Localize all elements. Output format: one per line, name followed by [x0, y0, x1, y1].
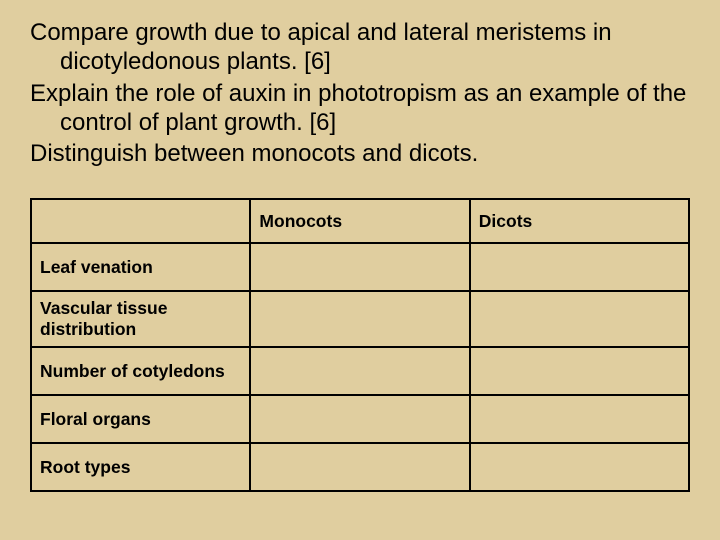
row-dicots	[470, 395, 689, 443]
table-row: Vascular tissue distribution	[31, 291, 689, 347]
header-feature	[31, 199, 250, 243]
comparison-table: Monocots Dicots Leaf venation Vascular t…	[30, 198, 690, 492]
header-monocots: Monocots	[250, 199, 469, 243]
row-feature: Number of cotyledons	[31, 347, 250, 395]
row-monocots	[250, 395, 469, 443]
table-row: Root types	[31, 443, 689, 491]
row-feature: Vascular tissue distribution	[31, 291, 250, 347]
table-row: Leaf venation	[31, 243, 689, 291]
row-dicots	[470, 291, 689, 347]
row-dicots	[470, 243, 689, 291]
question-1-text: Compare growth due to apical and lateral…	[30, 18, 690, 77]
table-header-row: Monocots Dicots	[31, 199, 689, 243]
row-monocots	[250, 443, 469, 491]
row-feature: Root types	[31, 443, 250, 491]
table-row: Floral organs	[31, 395, 689, 443]
question-block: Compare growth due to apical and lateral…	[30, 18, 690, 168]
question-3-text: Distinguish between monocots and dicots.	[30, 139, 690, 168]
row-dicots	[470, 347, 689, 395]
question-2: Explain the role of auxin in phototropis…	[30, 79, 690, 138]
question-1: Compare growth due to apical and lateral…	[30, 18, 690, 77]
row-monocots	[250, 347, 469, 395]
row-monocots	[250, 291, 469, 347]
header-dicots: Dicots	[470, 199, 689, 243]
table-row: Number of cotyledons	[31, 347, 689, 395]
row-monocots	[250, 243, 469, 291]
row-feature: Floral organs	[31, 395, 250, 443]
row-feature: Leaf venation	[31, 243, 250, 291]
question-2-text: Explain the role of auxin in phototropis…	[30, 79, 690, 138]
row-dicots	[470, 443, 689, 491]
question-3: Distinguish between monocots and dicots.	[30, 139, 690, 168]
